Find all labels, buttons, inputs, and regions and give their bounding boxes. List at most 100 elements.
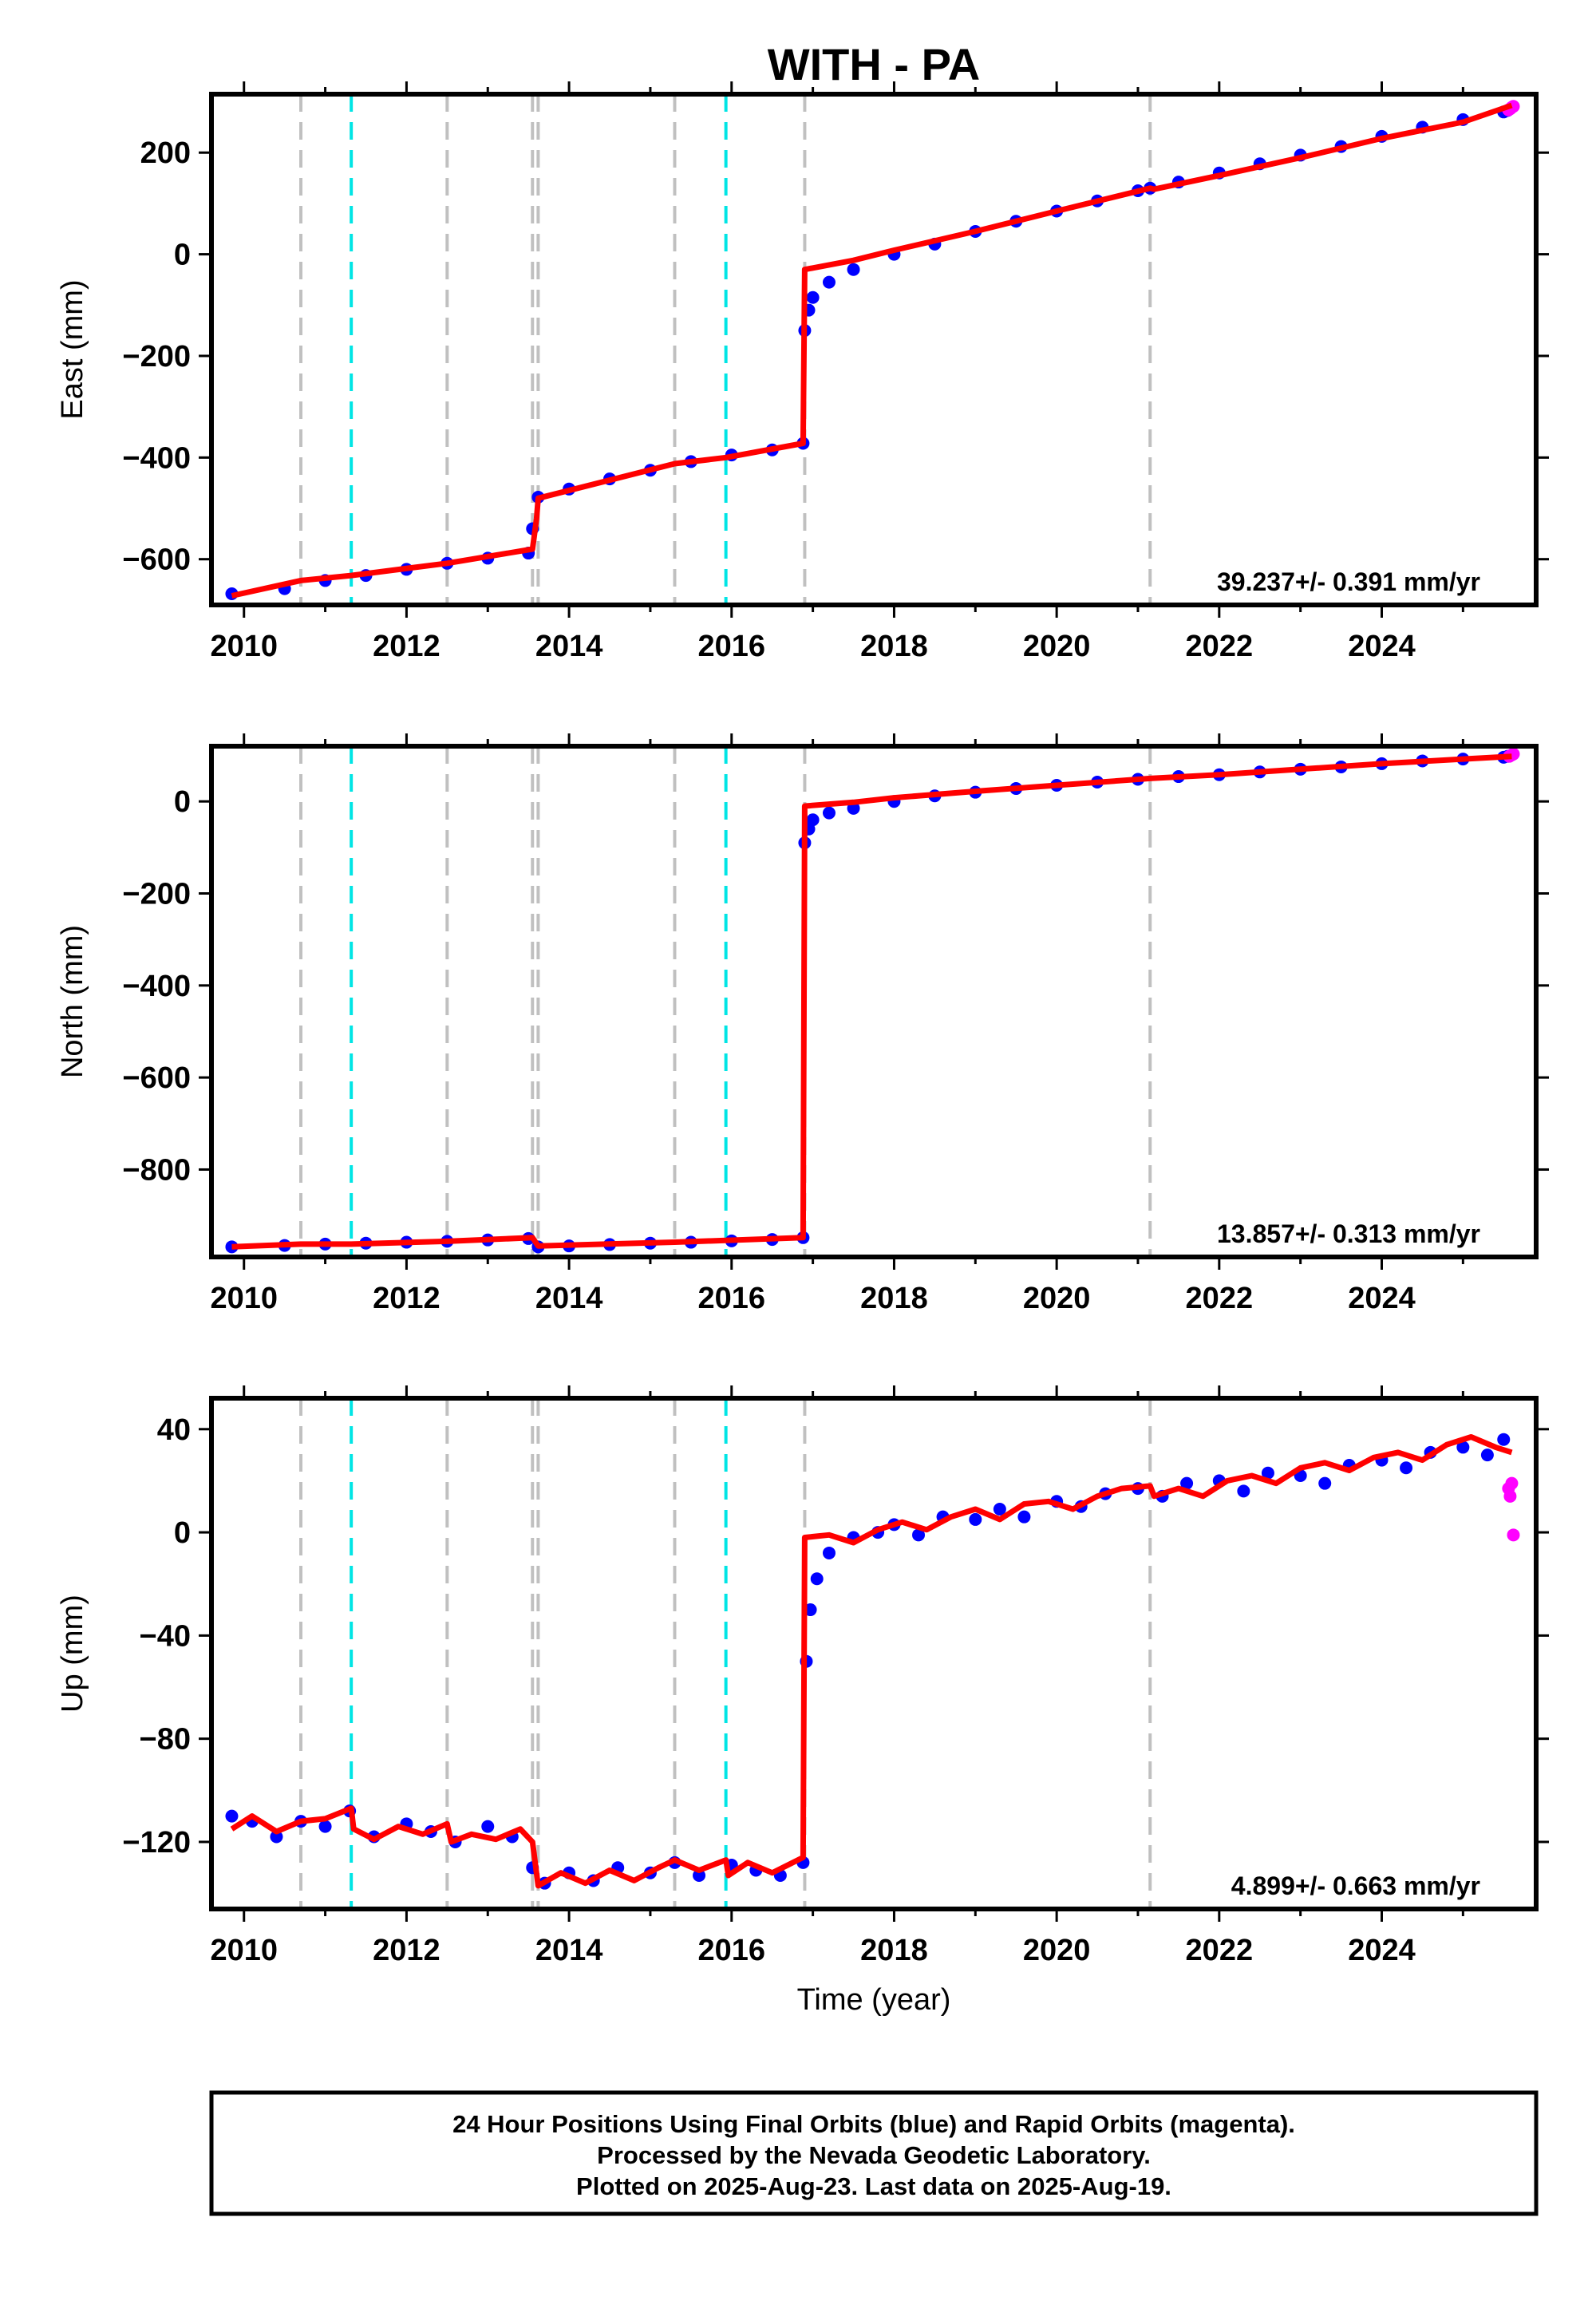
y-tick-label: −40 <box>140 1619 191 1653</box>
final-orbit-point <box>806 290 820 304</box>
x-tick-label: 2010 <box>210 1282 278 1315</box>
final-orbit-point <box>1237 1484 1250 1498</box>
x-tick-label: 2016 <box>698 1282 766 1315</box>
final-orbit-point <box>822 1546 836 1559</box>
x-tick-label: 2012 <box>373 1934 440 1967</box>
y-tick-label: −800 <box>122 1153 191 1187</box>
x-tick-label: 2022 <box>1186 1282 1254 1315</box>
y-tick-label: −400 <box>122 970 191 1003</box>
y-tick-label: −200 <box>122 340 191 373</box>
final-orbit-point <box>225 1809 239 1823</box>
x-tick-label: 2022 <box>1186 1934 1254 1967</box>
final-orbit-point <box>804 1603 817 1617</box>
rate-label: 4.899+/- 0.663 mm/yr <box>1231 1871 1480 1900</box>
plot-area <box>225 746 1520 1257</box>
plot-frame <box>209 92 1539 607</box>
x-tick-label: 2010 <box>210 1934 278 1967</box>
x-tick-label: 2016 <box>698 1934 766 1967</box>
y-tick-label: −600 <box>122 543 191 577</box>
final-orbit-point <box>1400 1461 1413 1475</box>
y-tick-label: −400 <box>122 441 191 475</box>
footer-line-1: 24 Hour Positions Using Final Orbits (bl… <box>452 2110 1295 2138</box>
rapid-orbit-point <box>1505 1476 1519 1490</box>
model-series <box>231 102 1513 599</box>
final-orbit-point <box>969 1512 982 1526</box>
final-orbit-point <box>822 806 836 820</box>
final-orbit-point <box>810 1572 824 1586</box>
y-tick-label: 0 <box>174 239 191 272</box>
final-orbit-point <box>1456 1441 1470 1454</box>
rapid-orbit-point <box>1507 1528 1520 1542</box>
rapid-orbit-point <box>1503 1489 1517 1503</box>
final-orbit-point <box>1318 1476 1332 1490</box>
y-tick-label: −600 <box>122 1061 191 1095</box>
x-tick-label: 2020 <box>1023 630 1091 663</box>
final-orbit-point <box>806 813 820 827</box>
plot-area <box>225 1398 1520 1909</box>
plot-area <box>225 94 1520 605</box>
x-tick-label: 2016 <box>698 630 766 663</box>
final-orbit-series <box>225 1433 1511 1890</box>
rapid-orbit-series <box>1502 1476 1520 1542</box>
rate-label: 39.237+/- 0.391 mm/yr <box>1217 567 1480 596</box>
x-tick-label: 2014 <box>535 1282 603 1315</box>
chart-title: WITH - PA <box>768 39 980 89</box>
rate-label: 13.857+/- 0.313 mm/yr <box>1217 1219 1480 1248</box>
x-tick-label: 2012 <box>373 630 440 663</box>
final-orbit-point <box>822 275 836 289</box>
final-orbit-point <box>1497 1433 1511 1446</box>
model-line <box>230 1434 1513 1889</box>
x-axis-label: Time (year) <box>797 1983 951 2017</box>
footer-line-2: Processed by the Nevada Geodetic Laborat… <box>597 2141 1151 2169</box>
north-panel: 2010 2012 2014 2016 2018 2020 2022 2024 −800 −600… <box>56 733 1549 1315</box>
y-tick-label: −80 <box>140 1723 191 1757</box>
x-tick-label: 2022 <box>1186 630 1254 663</box>
x-tick-label: 2012 <box>373 1282 440 1315</box>
east-panel: 2010 2012 2014 2016 2018 2020 2022 2024 −600 −400… <box>56 81 1549 663</box>
x-tick-label: 2024 <box>1348 1282 1416 1315</box>
y-tick-label: 40 <box>157 1413 191 1447</box>
final-orbit-point <box>1017 1510 1031 1524</box>
final-orbit-point <box>225 1240 239 1254</box>
plot-frame <box>209 1396 1539 1911</box>
final-orbit-series <box>225 749 1515 1254</box>
footer-box <box>209 2090 1539 2216</box>
model-line <box>231 753 1512 1250</box>
final-orbit-series <box>225 104 1515 600</box>
final-orbit-point <box>318 1820 332 1833</box>
final-orbit-point <box>912 1528 926 1542</box>
final-orbit-point <box>270 1830 283 1844</box>
x-tick-label: 2020 <box>1023 1282 1091 1315</box>
model-series <box>230 1434 1513 1889</box>
y-axis-label: North (mm) <box>56 925 89 1078</box>
footer-line-3: Plotted on 2025-Aug-23. Last data on 202… <box>576 2172 1171 2200</box>
final-orbit-point <box>847 263 860 276</box>
x-tick-label: 2024 <box>1348 630 1416 663</box>
model-line <box>231 102 1513 599</box>
up-panel: 2010 2012 2014 2016 2018 2020 2022 2024 −120 −80 −… <box>56 1385 1549 1967</box>
x-tick-label: 2014 <box>535 630 603 663</box>
plot-frame <box>209 744 1539 1259</box>
y-axis-label: Up (mm) <box>56 1595 89 1713</box>
x-tick-label: 2018 <box>860 1934 928 1967</box>
y-tick-label: 0 <box>174 785 191 819</box>
x-tick-label: 2010 <box>210 630 278 663</box>
x-tick-label: 2020 <box>1023 1934 1091 1967</box>
x-tick-label: 2024 <box>1348 1934 1416 1967</box>
y-tick-label: −200 <box>122 878 191 911</box>
x-tick-label: 2018 <box>860 1282 928 1315</box>
final-orbit-point <box>993 1502 1006 1516</box>
x-tick-label: 2018 <box>860 630 928 663</box>
y-tick-label: 200 <box>140 136 191 170</box>
x-tick-label: 2014 <box>535 1934 603 1967</box>
y-tick-label: 0 <box>174 1516 191 1550</box>
final-orbit-point <box>1480 1448 1494 1462</box>
final-orbit-point <box>481 1820 495 1833</box>
y-tick-label: −120 <box>122 1826 191 1860</box>
final-orbit-point <box>693 1868 706 1882</box>
model-series <box>231 753 1512 1250</box>
y-axis-label: East (mm) <box>56 279 89 419</box>
final-orbit-point <box>1261 1466 1274 1480</box>
final-orbit-point <box>1180 1476 1194 1490</box>
